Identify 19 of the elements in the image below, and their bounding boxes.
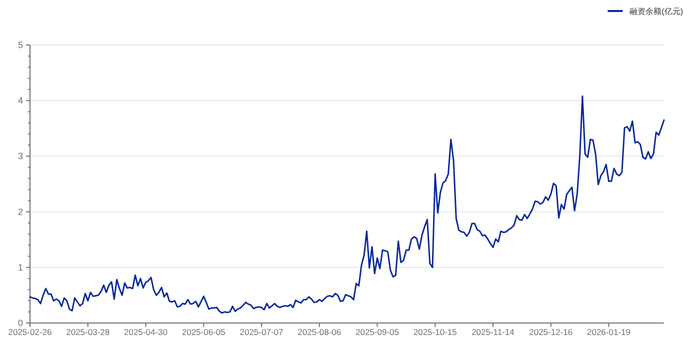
y-tick-label: 1 — [18, 262, 23, 272]
x-tick-label: 2025-12-16 — [529, 327, 573, 337]
x-tick-label: 2025-08-06 — [298, 327, 342, 337]
x-tick-label: 2025-11-14 — [472, 327, 515, 337]
x-tick-label: 2025-03-28 — [66, 327, 110, 337]
x-tick-label: 2025-10-15 — [413, 327, 458, 337]
x-tick-label: 2025-09-05 — [356, 327, 400, 337]
y-tick-label: 0 — [18, 318, 23, 328]
y-tick-label: 2 — [18, 206, 23, 217]
legend-label: 融资余额(亿元) — [630, 7, 684, 16]
y-tick-label: 4 — [18, 96, 23, 106]
y-tick-label: 5 — [18, 40, 23, 50]
x-tick-label: 2025-06-05 — [182, 327, 226, 337]
x-tick-label: 2025-07-07 — [240, 327, 284, 337]
line-series — [29, 95, 665, 314]
y-tick-label: 3 — [18, 151, 23, 162]
x-tick-label: 2026-01-19 — [587, 327, 631, 337]
x-tick-label: 2025-02-26 — [8, 327, 52, 337]
x-tick-label: 2025-04-30 — [124, 327, 168, 337]
